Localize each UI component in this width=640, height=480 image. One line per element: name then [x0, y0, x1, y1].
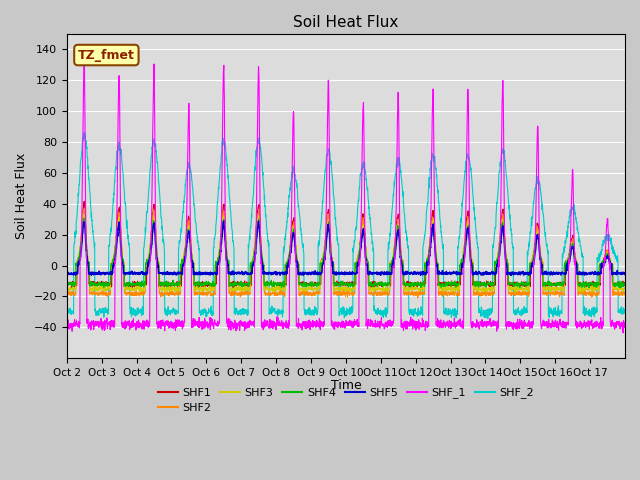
SHF4 [621, 283, 629, 288]
SHF3 [63, 284, 70, 290]
SHF3 [239, 288, 247, 293]
SHF_1 [613, 321, 621, 327]
SHF2 [63, 290, 70, 296]
SHF5 [515, 271, 522, 276]
SHF_1 [119, 320, 127, 326]
Line: SHF2: SHF2 [67, 208, 625, 298]
SHF1 [546, 280, 554, 286]
Line: SHF1: SHF1 [67, 201, 625, 288]
SHF3 [577, 289, 584, 295]
SHF_2 [239, 306, 247, 312]
SHF_1 [239, 320, 247, 325]
SHF3 [380, 285, 387, 291]
Line: SHF5: SHF5 [67, 221, 625, 276]
SHF_1 [380, 323, 387, 329]
SHF5 [621, 270, 629, 276]
SHF1 [239, 280, 247, 286]
SHF_1 [515, 322, 522, 327]
SHF5 [380, 270, 387, 276]
SHF4 [614, 279, 621, 285]
SHF3 [614, 288, 621, 293]
SHF1 [81, 198, 88, 204]
SHF1 [63, 279, 70, 285]
Y-axis label: Soil Heat Flux: Soil Heat Flux [15, 153, 28, 239]
Line: SHF3: SHF3 [67, 215, 625, 292]
SHF3 [119, 260, 127, 265]
SHF3 [515, 285, 522, 291]
SHF5 [239, 271, 247, 276]
X-axis label: Time: Time [330, 379, 361, 392]
SHF5 [63, 271, 70, 277]
SHF1 [119, 260, 127, 265]
SHF2 [380, 289, 387, 295]
Line: SHF_2: SHF_2 [67, 132, 625, 319]
SHF_2 [546, 309, 554, 315]
SHF4 [63, 281, 70, 287]
SHF5 [507, 273, 515, 278]
SHF1 [515, 282, 522, 288]
SHF_2 [119, 169, 127, 175]
SHF1 [614, 281, 621, 287]
SHF4 [119, 259, 127, 265]
SHF_1 [620, 330, 627, 336]
Legend: SHF1, SHF2, SHF3, SHF4, SHF5, SHF_1, SHF_2: SHF1, SHF2, SHF3, SHF4, SHF5, SHF_1, SHF… [154, 383, 538, 418]
SHF2 [546, 291, 554, 297]
Line: SHF4: SHF4 [67, 218, 625, 288]
SHF2 [621, 289, 629, 295]
SHF_1 [81, 57, 88, 63]
SHF_1 [546, 323, 554, 328]
SHF4 [515, 284, 522, 289]
SHF1 [621, 281, 629, 287]
SHF4 [380, 281, 387, 287]
SHF2 [414, 295, 422, 301]
SHF4 [516, 285, 524, 291]
SHF4 [81, 216, 88, 221]
SHF_2 [621, 308, 629, 314]
SHF2 [239, 291, 247, 297]
SHF3 [79, 212, 87, 217]
SHF1 [380, 282, 387, 288]
SHF4 [546, 281, 554, 287]
Line: SHF_1: SHF_1 [67, 60, 625, 333]
SHF_1 [63, 322, 70, 328]
SHF3 [546, 283, 554, 289]
SHF_2 [484, 316, 492, 322]
Title: Soil Heat Flux: Soil Heat Flux [293, 15, 399, 30]
SHF3 [621, 285, 629, 290]
SHF5 [614, 270, 621, 276]
SHF2 [81, 205, 88, 211]
SHF2 [515, 288, 522, 294]
SHF_2 [614, 252, 621, 258]
SHF_1 [621, 321, 629, 327]
SHF_2 [80, 130, 88, 135]
SHF5 [546, 271, 554, 277]
SHF5 [118, 259, 126, 264]
SHF1 [552, 285, 560, 291]
SHF4 [239, 282, 247, 288]
SHF_2 [380, 308, 387, 314]
SHF5 [220, 218, 227, 224]
SHF2 [119, 256, 127, 262]
SHF2 [614, 289, 621, 295]
Text: TZ_fmet: TZ_fmet [78, 48, 135, 61]
SHF_2 [63, 312, 70, 318]
SHF_2 [515, 304, 522, 310]
